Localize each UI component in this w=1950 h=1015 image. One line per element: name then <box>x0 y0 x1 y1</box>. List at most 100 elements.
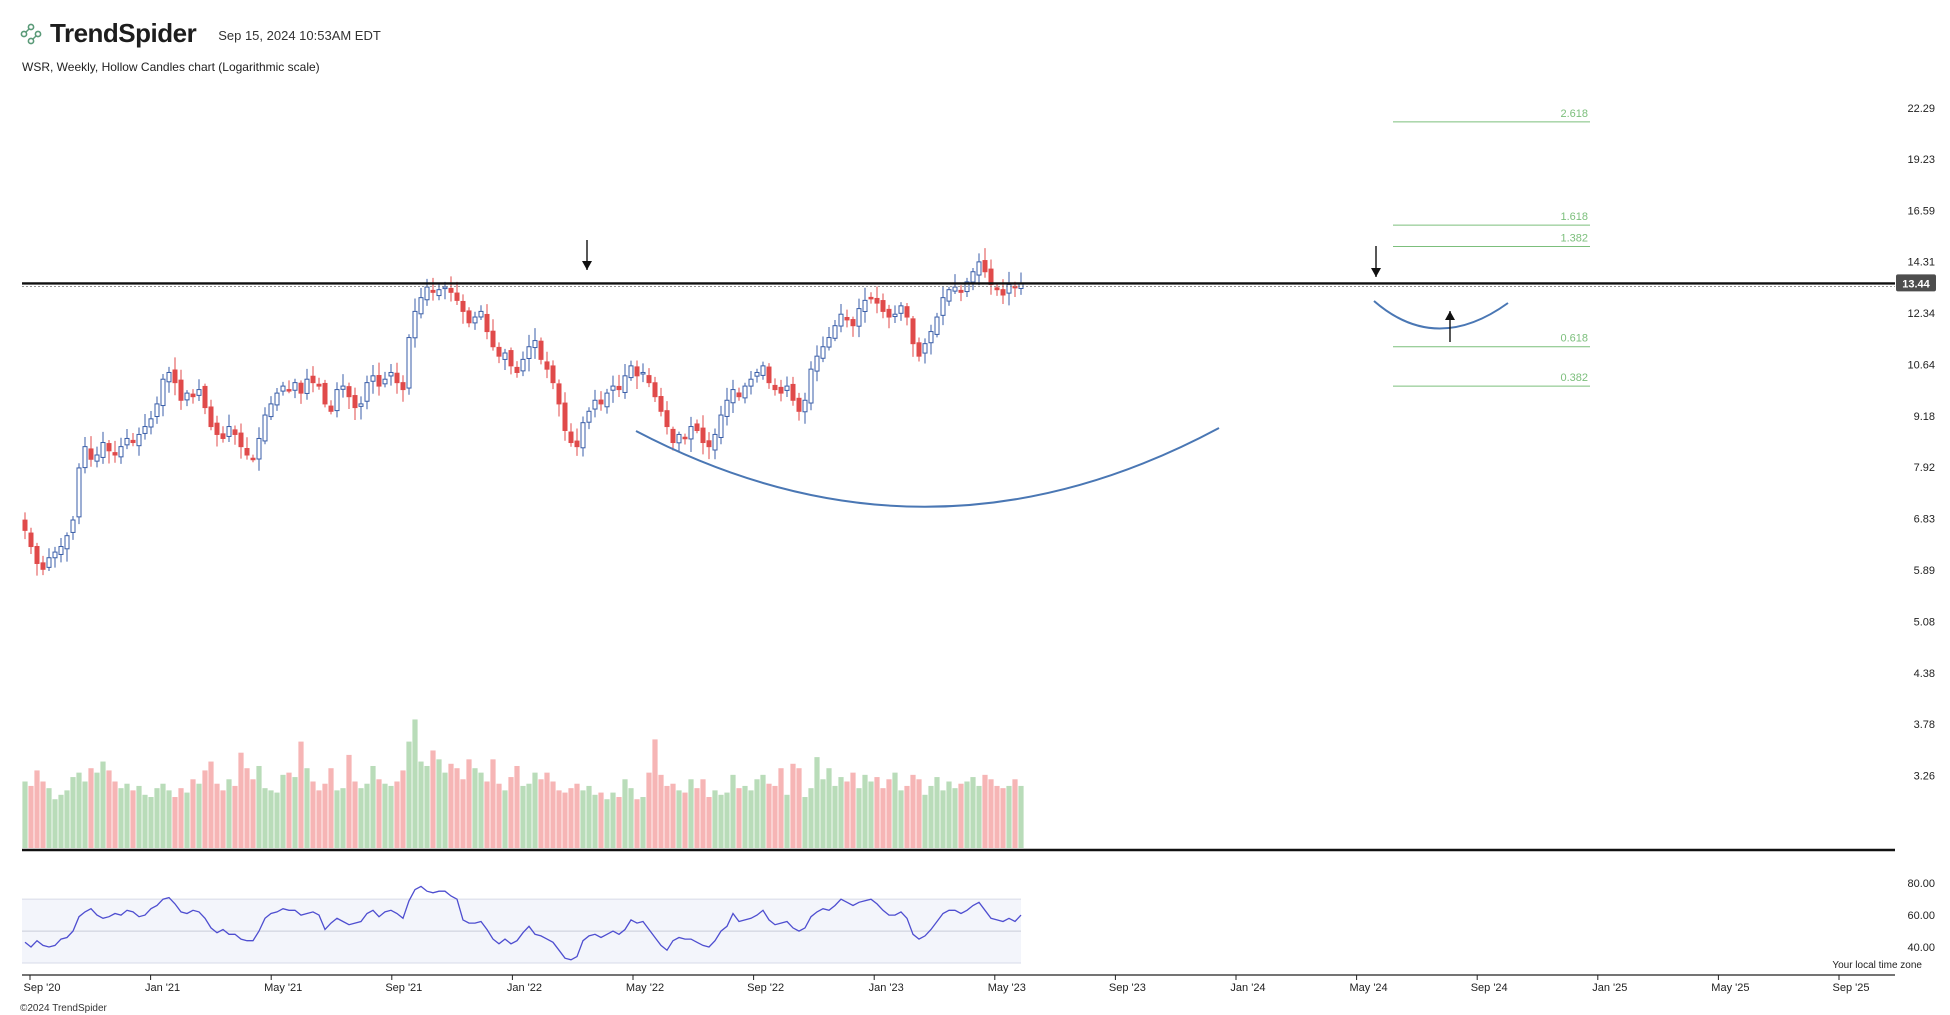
volume-bar <box>904 785 910 848</box>
candle-body <box>496 346 502 357</box>
x-tick-label: Jan '22 <box>507 982 542 994</box>
volume-bar <box>310 781 316 848</box>
candle-body <box>976 261 982 276</box>
candle-body <box>640 371 646 375</box>
volume-bar <box>442 772 448 848</box>
candle-body <box>574 440 580 448</box>
volume-bar <box>148 797 154 848</box>
volume-bar <box>496 783 502 848</box>
candle-body <box>232 429 238 435</box>
candle-body <box>688 426 694 440</box>
volume-bar <box>304 768 310 848</box>
candle-body <box>418 297 424 315</box>
volume-bar <box>988 779 994 848</box>
candle-body <box>118 446 124 458</box>
volume-bar <box>598 792 604 848</box>
candle-body <box>544 361 550 370</box>
volume-bar <box>670 783 676 848</box>
rsi-tick-label: 60.00 <box>1907 910 1935 922</box>
volume-bar <box>208 761 214 848</box>
candle-body <box>736 392 742 398</box>
candle-body <box>250 457 256 461</box>
candle-body <box>862 299 868 313</box>
timezone-note: Your local time zone <box>1832 960 1922 971</box>
fibonacci-levels: 2.618 1.618 1.382 0.618 0.382 <box>1393 108 1590 387</box>
candle-body <box>268 403 274 418</box>
volume-bar <box>850 772 856 848</box>
volume-bar <box>352 781 358 848</box>
candle-body <box>208 406 214 428</box>
candle-body <box>916 342 922 357</box>
fib-label: 1.382 <box>1560 232 1588 244</box>
volume-bar <box>856 788 862 848</box>
candle-body <box>700 427 706 444</box>
candle-body <box>358 403 364 407</box>
volume-bar <box>340 788 346 848</box>
volume-bar <box>142 794 148 848</box>
volume-bar <box>490 759 496 848</box>
x-tick-label: Sep '20 <box>24 982 61 994</box>
candle-body <box>364 382 370 402</box>
candle-body <box>484 313 490 333</box>
volume-bar <box>760 774 766 848</box>
volume-bar <box>544 772 550 848</box>
candle-body <box>316 383 322 387</box>
candle-body <box>238 432 244 448</box>
volume-bar <box>214 783 220 848</box>
volume-bar <box>526 783 532 848</box>
volume-bar <box>52 799 58 848</box>
candle-body <box>40 562 46 570</box>
volume-bar <box>550 781 556 848</box>
volume-bar <box>520 785 526 848</box>
volume-bar <box>274 792 280 848</box>
volume-bar <box>982 774 988 848</box>
candle-body <box>712 433 718 451</box>
candle-body <box>616 385 622 391</box>
volume-bar <box>406 741 412 848</box>
candle-body <box>568 431 574 444</box>
volume-bar <box>262 788 268 848</box>
candle-body <box>610 385 616 391</box>
candle-body <box>796 397 802 412</box>
candle-body <box>874 297 880 304</box>
candle-body <box>70 519 76 533</box>
volume-bar <box>634 799 640 848</box>
volume-bar <box>424 765 430 848</box>
volume-bar <box>628 788 634 848</box>
volume-bar <box>436 759 442 848</box>
volume-bar <box>322 783 328 848</box>
volume-bar <box>766 783 772 848</box>
trendspider-logo-icon <box>20 23 42 44</box>
volume-bar <box>478 772 484 848</box>
candle-body <box>892 313 898 318</box>
x-tick-label: Sep '25 <box>1833 982 1870 994</box>
candle-body <box>1006 283 1012 294</box>
price-tick-label: 5.89 <box>1914 565 1935 577</box>
volume-bar <box>28 785 34 848</box>
candle-body <box>58 546 64 555</box>
candle-body <box>244 448 250 456</box>
candle-body <box>982 260 988 273</box>
volume-bar <box>700 779 706 848</box>
candle-body <box>646 375 652 384</box>
down-arrow-head <box>582 261 592 270</box>
volume-bar <box>874 777 880 848</box>
candle-body <box>502 352 508 360</box>
volume-bar <box>280 774 286 848</box>
volume-bar <box>418 761 424 848</box>
volume-bar <box>934 777 940 848</box>
candle-body <box>154 403 160 418</box>
volume-bar <box>616 797 622 848</box>
volume-bar <box>136 785 142 848</box>
volume-bar <box>238 752 244 848</box>
candle-body <box>952 286 958 292</box>
volume-bar <box>40 781 46 848</box>
volume-bar <box>928 785 934 848</box>
candle-body <box>766 366 772 384</box>
volume-bar <box>286 772 292 848</box>
volume-bar <box>658 774 664 848</box>
volume-bar <box>202 770 208 848</box>
volume-bar <box>976 785 982 848</box>
candle-body <box>880 300 886 312</box>
